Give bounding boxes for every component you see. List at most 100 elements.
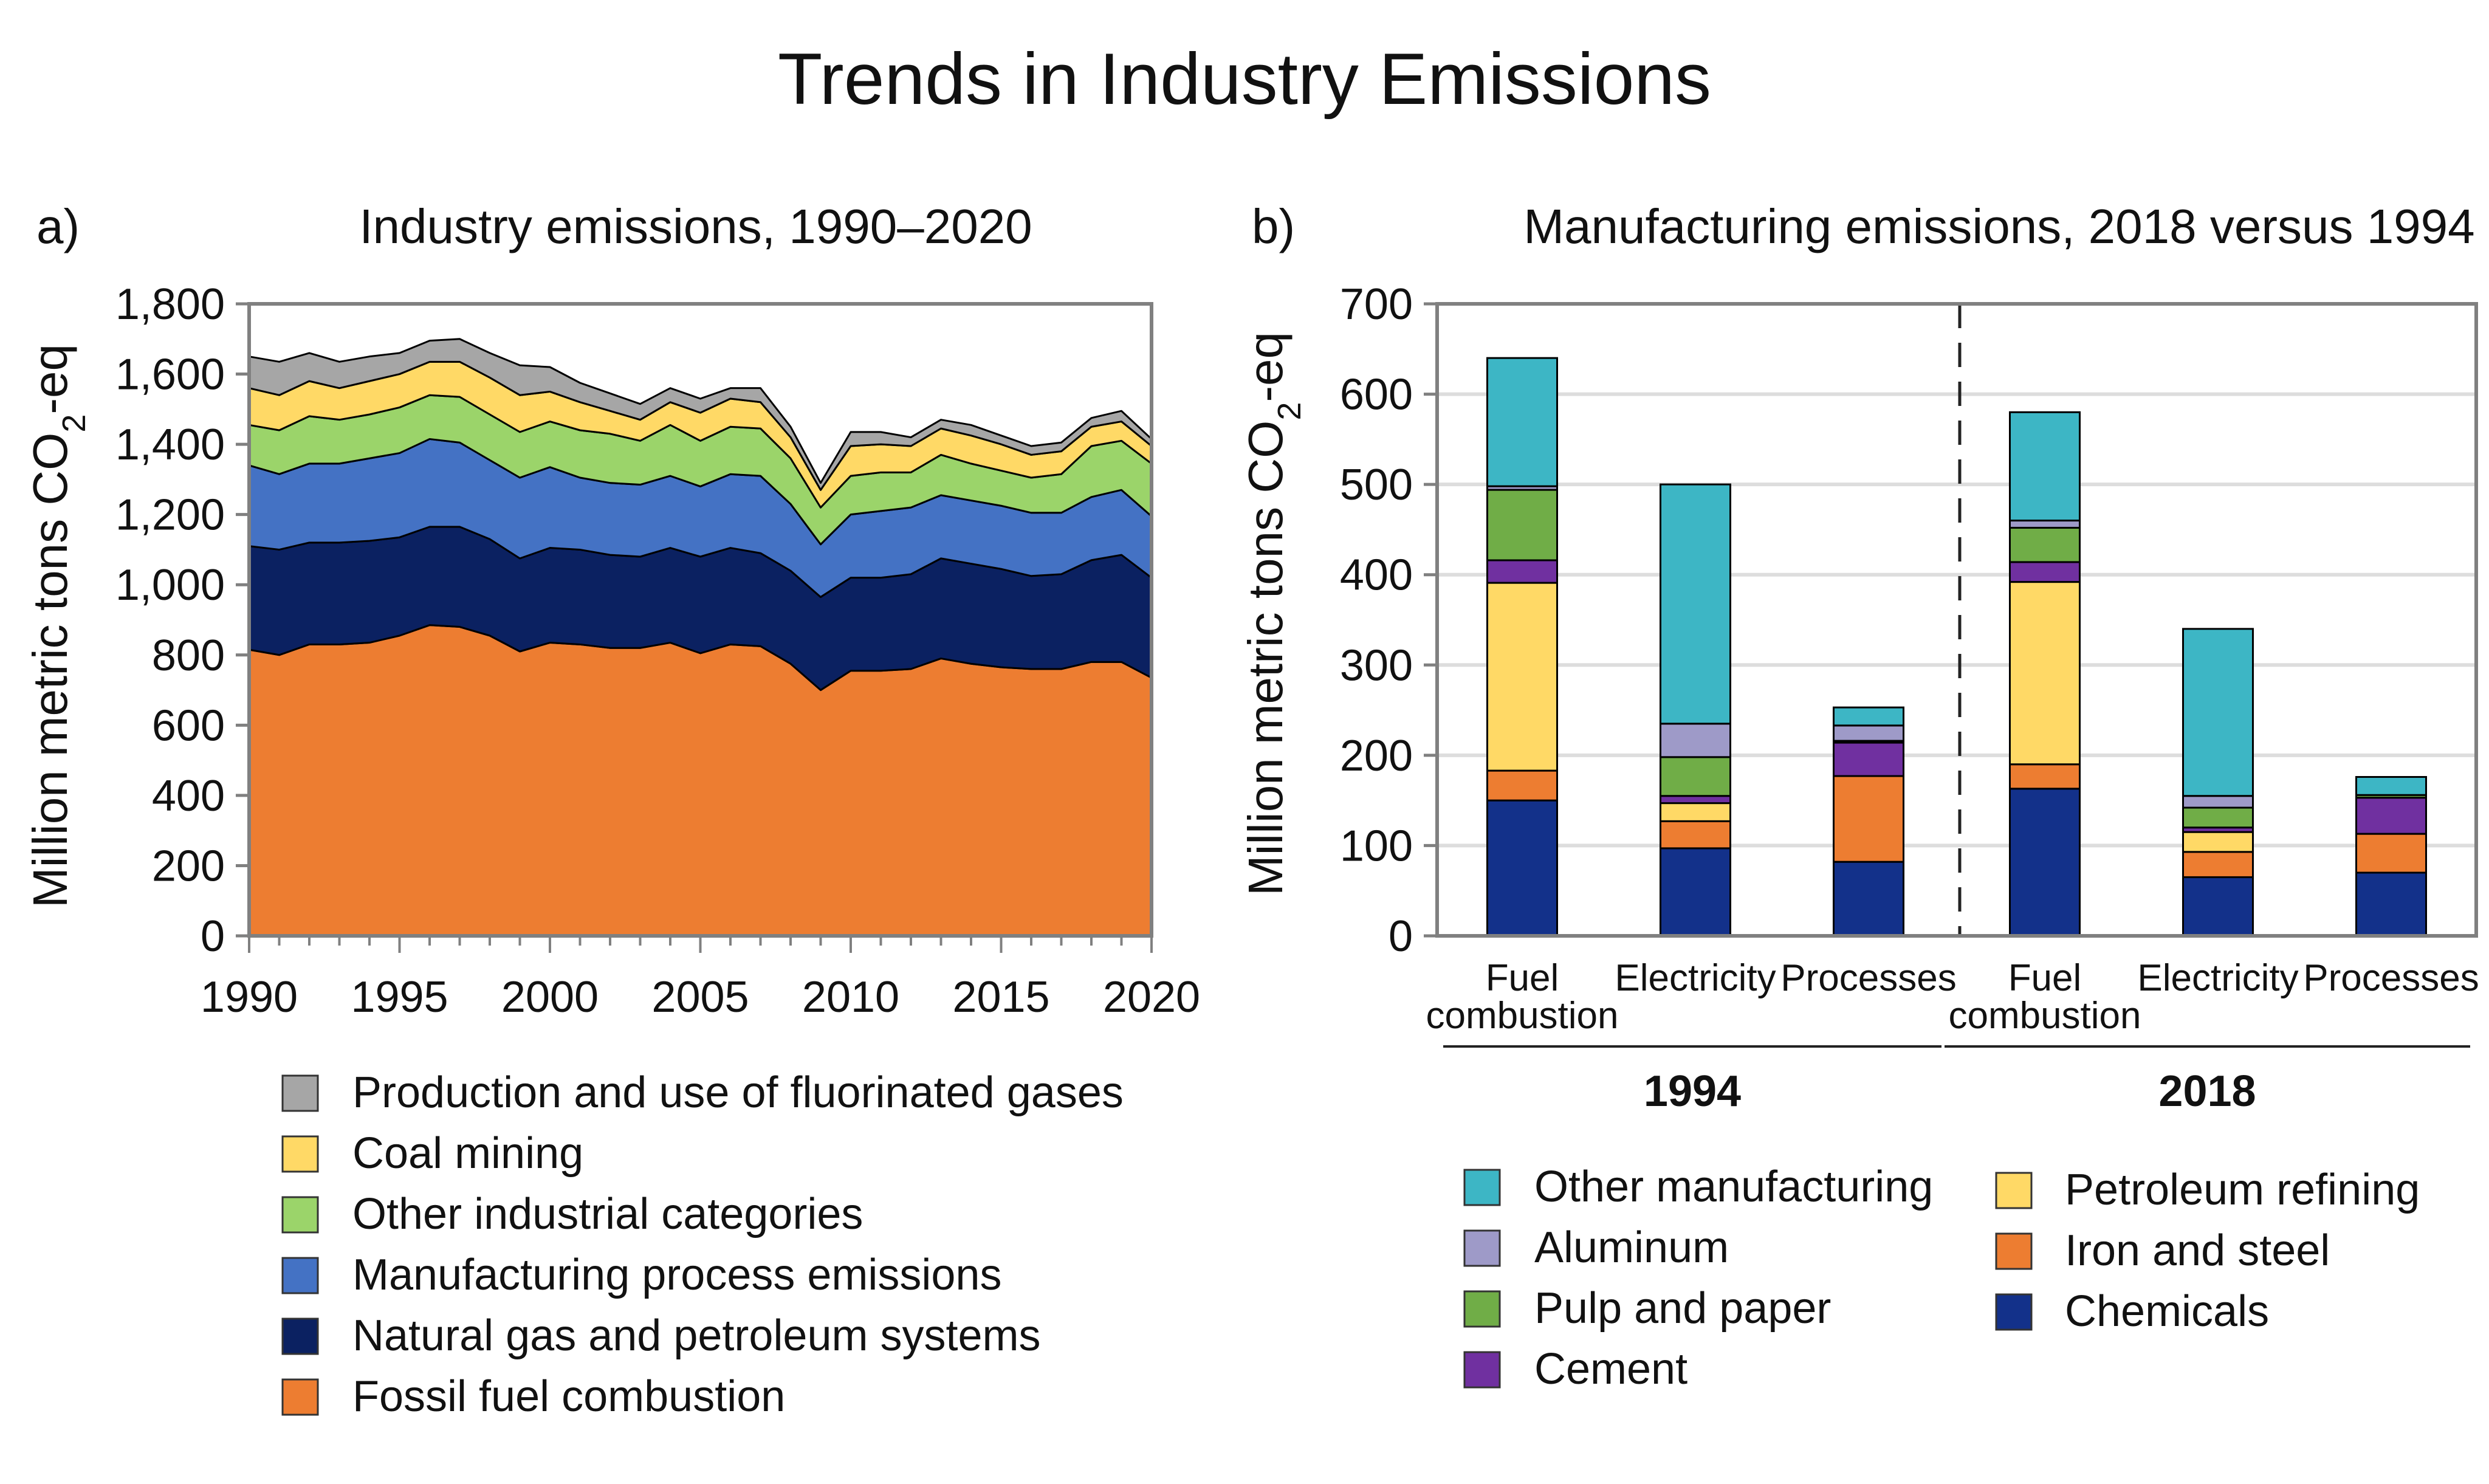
x-tick-label: 2005 (651, 973, 749, 1022)
bar-segment-other-manufacturing (1833, 706, 1904, 727)
legend-swatch-iron-and-steel (1995, 1232, 2033, 1270)
bar-segment-petroleum-refining (2182, 831, 2254, 853)
legend-label-iron-and-steel: Iron and steel (2065, 1226, 2330, 1275)
legend-label-pulp-and-paper: Pulp and paper (1534, 1284, 1831, 1333)
legend-swatch-chemicals (1995, 1293, 2033, 1331)
category-label: Fuel (2008, 957, 2082, 999)
bar-segment-chemicals (2009, 788, 2081, 937)
panel-b: b) Manufacturing emissions, 2018 versus … (1238, 199, 2479, 1393)
panel-a-x-ticks: 1990 1995 2000 2005 2010 2015 2020 (201, 936, 1200, 1022)
bar-segment-petroleum-refining (1486, 582, 1558, 772)
bar-segment-petroleum-refining (2009, 581, 2081, 766)
x-tick-label: 2015 (952, 973, 1049, 1022)
legend-label-other-industrial-categories: Other industrial categories (352, 1190, 863, 1238)
bar-segment-other-manufacturing (2355, 776, 2427, 796)
y-tick-label: 200 (152, 842, 225, 890)
bar-segment-iron-and-steel (1486, 769, 1558, 802)
bar-segment-iron-and-steel (1833, 775, 1904, 863)
panel-b-title: Manufacturing emissions, 2018 versus 199… (1523, 199, 2474, 253)
area-fossil-fuel-combustion (248, 624, 1153, 937)
bar-segment-cement (1833, 741, 1904, 777)
bar-segment-aluminum (2182, 795, 2254, 809)
legend-swatch-production-and-use-of-fluorinated-gases (281, 1074, 319, 1112)
category-label: Electricity (2137, 957, 2298, 999)
panel-a-label: a) (36, 199, 80, 253)
bar-segment-pulp-and-paper (1660, 756, 1731, 797)
legend-label-manufacturing-process-emissions: Manufacturing process emissions (352, 1251, 1001, 1299)
category-label: combustion (1426, 995, 1618, 1037)
bar-segment-iron-and-steel (2355, 833, 2427, 874)
panel-a-title: Industry emissions, 1990–2020 (359, 199, 1032, 253)
bar-segment-other-manufacturing (1486, 357, 1558, 487)
panel-b-legend: Other manufacturing Aluminum Pulp and pape… (1463, 1163, 2420, 1393)
y-tick-label: 600 (1340, 371, 1413, 419)
legend-label-other-manufacturing: Other manufacturing (1534, 1163, 1933, 1211)
bar-segment-other-manufacturing (1660, 483, 1731, 725)
legend-swatch-other-industrial-categories (281, 1196, 319, 1234)
legend-label-production-and-use-of-fluorinated-gases: Production and use of fluorinated gases (352, 1068, 1124, 1117)
category-label: Fuel (1486, 957, 1559, 999)
panel-b-y-ticks: 0 100 200 300 400 500 600 700 (1340, 280, 1437, 961)
bar-segment-pulp-and-paper (2182, 806, 2254, 829)
bar-segment-aluminum (2009, 520, 2081, 529)
panel-b-y-axis-title: Million metric tons CO2-eq (1238, 332, 1308, 896)
legend-swatch-petroleum-refining (1995, 1172, 2033, 1209)
bar-segment-iron-and-steel (1660, 820, 1731, 850)
legend-label-natural-gas-and-petroleum-systems: Natural gas and petroleum systems (352, 1311, 1041, 1360)
bar-segment-cement (1486, 559, 1558, 584)
legend-label-chemicals: Chemicals (2065, 1287, 2269, 1336)
panel-b-bars (1486, 357, 2427, 937)
x-tick-label: 2020 (1103, 973, 1200, 1022)
y-tick-label: 700 (1340, 280, 1413, 329)
y-tick-label: 600 (152, 701, 225, 750)
legend-swatch-fossil-fuel-combustion (281, 1378, 319, 1416)
y-tick-label: 1,000 (115, 561, 225, 610)
panel-b-plot-frame (1435, 302, 2478, 938)
bar-segment-chemicals (1486, 799, 1558, 937)
bar-segment-other-manufacturing (2009, 411, 2081, 522)
bar-segment-aluminum (1833, 724, 1904, 742)
legend-label-coal-mining: Coal mining (352, 1129, 583, 1178)
y-tick-label: 500 (1340, 461, 1413, 509)
legend-swatch-other-manufacturing (1463, 1169, 1501, 1206)
legend-label-cement: Cement (1534, 1345, 1687, 1393)
y-tick-label: 200 (1340, 732, 1413, 780)
legend-swatch-natural-gas-and-petroleum-systems (281, 1317, 319, 1355)
panel-a-legend: Production and use of fluorinated gases C… (281, 1068, 1124, 1421)
bar-segment-cement (2009, 561, 2081, 583)
x-tick-label: 1990 (201, 973, 298, 1022)
bar-segment-iron-and-steel (2009, 763, 2081, 790)
x-tick-label: 2000 (501, 973, 599, 1022)
panel-a-areas (248, 338, 1153, 937)
panel-a-y-axis-title: Million metric tons CO2-eq (23, 344, 92, 908)
panel-a-y-ticks: 0 200 400 600 800 1,000 1,200 1,400 1,600 1,800 (115, 280, 249, 961)
bar-segment-pulp-and-paper (1486, 489, 1558, 562)
legend-swatch-aluminum (1463, 1229, 1501, 1267)
panel-a: a) Industry emissions, 1990–2020 0 200 400… (23, 199, 1200, 1421)
y-tick-label: 100 (1340, 822, 1413, 870)
bar-segment-aluminum (1660, 723, 1731, 758)
bar-segment-iron-and-steel (2182, 851, 2254, 878)
x-tick-label: 2010 (802, 973, 899, 1022)
y-tick-label: 1,400 (115, 421, 225, 469)
bar-segment-chemicals (1833, 861, 1904, 937)
legend-swatch-pulp-and-paper (1463, 1290, 1501, 1328)
legend-label-petroleum-refining: Petroleum refining (2065, 1166, 2420, 1214)
category-label: Processes (2303, 957, 2479, 999)
figure-title: Trends in Industry Emissions (777, 38, 1712, 120)
legend-label-aluminum: Aluminum (1534, 1223, 1729, 1272)
y-tick-label: 0 (201, 912, 225, 961)
category-label: Processes (1780, 957, 1956, 999)
category-label: combustion (1948, 995, 2141, 1037)
legend-swatch-manufacturing-process-emissions (281, 1257, 319, 1294)
bar-segment-pulp-and-paper (2009, 526, 2081, 563)
bar-segment-chemicals (2355, 871, 2427, 937)
legend-label-fossil-fuel-combustion: Fossil fuel combustion (352, 1372, 785, 1421)
category-label: Electricity (1615, 957, 1776, 999)
legend-swatch-cement (1463, 1351, 1501, 1389)
bar-segment-chemicals (1660, 847, 1731, 937)
y-tick-label: 1,200 (115, 491, 225, 540)
y-tick-label: 1,600 (115, 351, 225, 399)
